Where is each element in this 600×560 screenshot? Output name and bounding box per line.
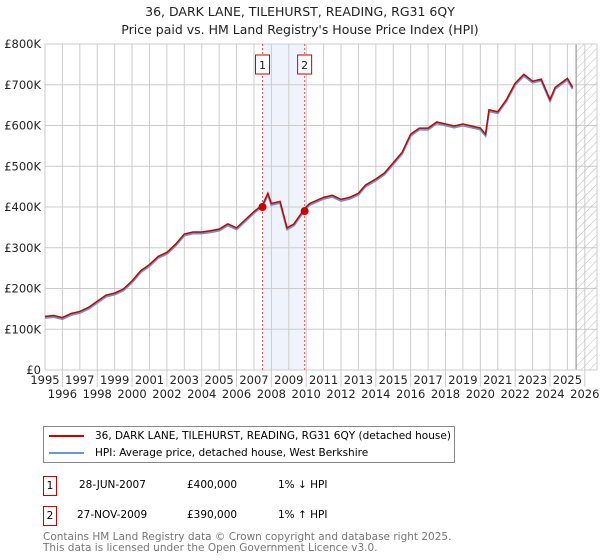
footer: Contains HM Land Registry data © Crown c… [43,532,451,553]
x-tick-label: 2002 [152,387,181,401]
legend: 36, DARK LANE, TILEHURST, READING, RG31 … [43,426,455,463]
y-tick-label: £700K [4,78,41,92]
x-tick-label: 2000 [117,387,146,401]
x-tick-label: 2004 [187,387,216,401]
y-tick-label: £400K [4,200,41,214]
footer-line: This data is licensed under the Open Gov… [43,541,378,554]
sale-row: 1 28-JUN-2007 £400,000 1% ↓ HPI [43,476,443,496]
sale-price: £400,000 [187,479,238,491]
x-tick-label: 1996 [48,387,77,401]
x-tick-label: 2015 [379,373,408,387]
legend-item-property: 36, DARK LANE, TILEHURST, READING, RG31 … [44,428,451,444]
x-tick-label: 1995 [30,373,59,387]
sale-point [258,203,267,211]
blue-line-swatch [49,452,84,454]
x-tick-label: 2010 [292,387,321,401]
legend-label: HPI: Average price, detached house, West… [95,447,369,459]
sale-label-box [297,54,313,75]
chart-title: 36, DARK LANE, TILEHURST, READING, RG31 … [145,4,455,19]
price-chart: £0 £100K £200K £300K £400K £500K £600K £700K £80… [4,37,599,401]
x-tick-label: 2021 [483,373,512,387]
x-tick-label: 2012 [326,387,355,401]
x-tick-label: 1997 [65,373,94,387]
x-tick-label: 1999 [100,373,129,387]
x-tick-label: 2025 [553,373,582,387]
y-tick-label: £300K [4,241,41,255]
x-tick-label: 2006 [222,387,251,401]
y-tick-label: £100K [4,322,41,336]
x-tick-label: 2007 [239,373,268,387]
sale-label: 2 [301,59,308,72]
footer-line: Contains HM Land Registry data © Crown c… [43,531,452,543]
y-tick-label: £0 [26,363,41,377]
sale-date: 27-NOV-2009 [77,509,148,521]
x-tick-label: 2026 [570,387,599,401]
sale-number-badge: 2 [43,506,57,526]
x-tick-label: 2019 [448,373,477,387]
x-tick-label: 2014 [361,387,390,401]
x-tick-label: 1998 [83,387,112,401]
sale-number-badge: 1 [43,476,57,496]
hpi-line [44,74,574,321]
x-tick-label: 2005 [204,373,233,387]
y-tick-label: £600K [4,119,41,133]
x-tick-label: 2016 [396,387,425,401]
y-tick-label: £500K [4,159,41,173]
x-tick-label: 2011 [309,373,338,387]
sale-label-box [254,54,270,75]
forecast-hatch [576,44,597,370]
x-tick-label: 2017 [413,373,442,387]
sale-date: 28-JUN-2007 [79,479,146,491]
legend-item-hpi: HPI: Average price, detached house, West… [44,445,368,461]
x-tick-label: 2013 [344,373,373,387]
property-price-line [44,73,574,319]
sale-row: 2 27-NOV-2009 £390,000 1% ↑ HPI [43,506,443,526]
x-tick-label: 2001 [135,373,164,387]
x-tick-label: 2018 [431,387,460,401]
sale-hpi-diff: 1% ↑ HPI [278,509,328,521]
y-tick-label: £200K [4,282,41,296]
x-tick-label: 2020 [466,387,495,401]
y-tick-label: £800K [4,37,41,51]
red-line-swatch [49,435,84,437]
sale-point [300,207,309,216]
plot-border [44,43,598,371]
chart-subtitle: Price paid vs. HM Land Registry's House … [121,22,479,37]
x-tick-label: 2009 [274,373,303,387]
x-tick-label: 2023 [518,373,547,387]
x-tick-label: 2008 [257,387,286,401]
x-tick-label: 2003 [170,373,199,387]
legend-label: 36, DARK LANE, TILEHURST, READING, RG31 … [95,430,451,442]
x-tick-label: 2024 [535,387,564,401]
x-tick-label: 2022 [501,387,530,401]
sale-price: £390,000 [187,509,238,521]
sale-hpi-diff: 1% ↓ HPI [278,479,328,491]
sale-label: 1 [259,59,266,72]
